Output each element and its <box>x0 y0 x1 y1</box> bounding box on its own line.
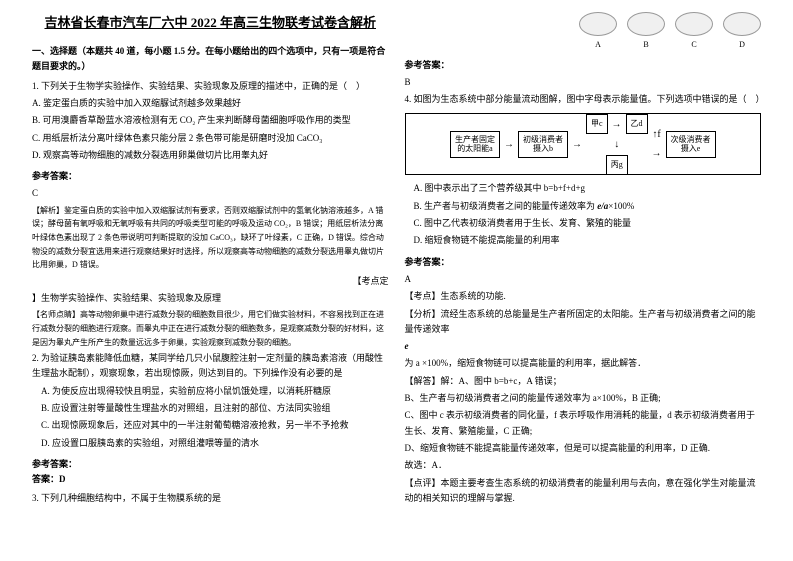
q2-opt-d: D. 应设置口服胰岛素的实验组，对照组灌喂等量的清水 <box>32 436 389 451</box>
q1-opt-b: B. 可用溴麝香草酚蓝水溶液检测有无 CO₂ 产生来判断酵母菌细胞呼吸作用的类型 <box>32 113 389 128</box>
arrow-icon: → <box>612 116 622 133</box>
q4-opt-c: C. 图中乙代表初级消费者用于生长、发育、繁殖的能量 <box>405 216 762 231</box>
q4-analysis: 【分析】流经生态系统的总能量是生产者所固定的太阳能。生产者与初级消费者之间的能量… <box>405 307 762 338</box>
right-column: A B C D 参考答案： B 4. 如图为生态系统中部分能量流动图解，图中字母… <box>397 12 770 549</box>
q4-answer: A <box>405 272 762 287</box>
q4-solve-a: 【解答】解：A、图中 b=b+c，A 错误； <box>405 374 762 389</box>
mid-stack: 甲c → 乙d ↓ 丙g <box>586 114 648 174</box>
q4-solve-b: B、生产者与初级消费者之间的能量传递效率为 a×100%，B 正确; <box>405 391 762 406</box>
img-label-b: B <box>643 40 648 49</box>
q1-answer: C <box>32 186 389 201</box>
cell-image-d <box>723 12 761 36</box>
q1-teacher: 【名师点睛】高等动物卵巢中进行减数分裂的细胞数目很少，用它们做实验材料，不容易找… <box>32 308 389 349</box>
mid-row: 甲c → 乙d <box>586 114 648 134</box>
producer-node: 生产者固定 的太阳能a <box>450 131 500 158</box>
img-label-a: A <box>595 40 601 49</box>
q3-img-a: A <box>579 12 617 52</box>
q1-point-head: 【考点定 <box>32 274 389 289</box>
q1-stem: 1. 下列关于生物学实验操作、实验结果、实验现象及原理的描述中，正确的是（ ） <box>32 79 389 94</box>
q1-point: 】生物学实验操作、实验结果、实验现象及原理 <box>32 291 389 306</box>
img-label-d: D <box>739 40 745 49</box>
q4-opt-b: B. 生产者与初级消费者之间的能量传递效率为 e/a×100% <box>405 199 762 214</box>
q4-solve-c: C、图中 c 表示初级消费者的同化量，f 表示呼吸作用消耗的能量，d 表示初级消… <box>405 408 762 439</box>
primary-consumer-node: 初级消费者 摄入b <box>518 131 568 158</box>
arrow-icon: → <box>504 136 514 153</box>
q3-img-d: D <box>723 12 761 52</box>
exam-title: 吉林省长春市汽车厂六中 2022 年高三生物联考试卷含解析 <box>32 12 389 34</box>
q4-opt-d: D. 缩短食物链不能提高能量的利用率 <box>405 233 762 248</box>
label-f: f <box>657 129 660 140</box>
q2-answer: 答案：D <box>32 472 389 487</box>
arrow-icon: → <box>652 145 662 162</box>
q4-analysis-frac: e <box>405 339 762 354</box>
diagram-row: 生产者固定 的太阳能a → 初级消费者 摄入b → 甲c → 乙d ↓ 丙g ↑… <box>450 114 716 174</box>
secondary-consumer-node: 次级消费者 摄入e <box>666 131 716 158</box>
q1-opt-c: C. 用纸层析法分离叶绿体色素只能分层 2 条色带可能是研磨时没加 CaCO₃ <box>32 131 389 146</box>
q2-stem: 2. 为验证胰岛素能降低血糖，某同学给几只小鼠腹腔注射一定剂量的胰岛素溶液（用酸… <box>32 351 389 382</box>
img-label-c: C <box>691 40 696 49</box>
q3-answer-head: 参考答案： <box>405 58 762 73</box>
q3-stem: 3. 下列几种细胞结构中，不属于生物膜系统的是 <box>32 491 389 506</box>
q4-select: 故选：A． <box>405 458 762 473</box>
q1-answer-head: 参考答案： <box>32 169 389 184</box>
cell-image-a <box>579 12 617 36</box>
q3-img-b: B <box>627 12 665 52</box>
q4b-post: ×100% <box>608 201 634 211</box>
q2-opt-c: C. 出现惊厥现象后，还应对其中的一半注射葡萄糖溶液抢救，另一半不予抢救 <box>32 418 389 433</box>
box-g: 丙g <box>606 155 628 175</box>
q2-opt-a: A. 为使反应出现得较快且明显，实验前应将小鼠饥饿处理，以消耗肝糖原 <box>32 384 389 399</box>
q2-answer-head: 参考答案： <box>32 457 389 472</box>
q3-images: A B C D <box>405 12 762 52</box>
q4-opt-a: A. 图中表示出了三个营养级其中 b=b+f+d+g <box>405 181 762 196</box>
section-1-head: 一、选择题（本题共 40 道，每小题 1.5 分。在每小题给出的四个选项中，只有… <box>32 44 389 75</box>
q3-img-c: C <box>675 12 713 52</box>
right-stack: ↑f → <box>652 126 662 162</box>
box-d: 乙d <box>626 114 648 134</box>
q4-solve-d: D、缩短食物链不能提高能量传递效率，但是可以提高能量的利用率，D 正确. <box>405 441 762 456</box>
q2-opt-b: B. 应设置注射等量酸性生理盐水的对照组，且注射的部位、方法同实验组 <box>32 401 389 416</box>
energy-flow-diagram: 生产者固定 的太阳能a → 初级消费者 摄入b → 甲c → 乙d ↓ 丙g ↑… <box>405 113 762 175</box>
q4-answer-head: 参考答案： <box>405 255 762 270</box>
arrow-down-icon: ↓ <box>614 136 619 153</box>
q4-review: 【点评】本题主要考查生态系统的初级消费者的能量利用与去向，意在强化学生对能量流动… <box>405 476 762 507</box>
q1-opt-a: A. 鉴定蛋白质的实验中加入双缩脲试剂越多效果越好 <box>32 96 389 111</box>
q4-stem: 4. 如图为生态系统中部分能量流动图解，图中字母表示能量值。下列选项中错误的是（… <box>405 92 762 107</box>
left-column: 吉林省长春市汽车厂六中 2022 年高三生物联考试卷含解析 一、选择题（本题共 … <box>24 12 397 549</box>
q3-answer: B <box>405 75 762 90</box>
q1-opt-d: D. 观察高等动物细胞的减数分裂选用卵巢做切片比用睾丸好 <box>32 148 389 163</box>
q4b-pre: B. 生产者与初级消费者之间的能量传递效率为 <box>414 201 598 211</box>
cell-image-c <box>675 12 713 36</box>
q1-explanation: 【解析】鉴定蛋白质的实验中加入双缩脲试剂有要求，否则双缩脲试剂中的氢氧化钠溶液越… <box>32 204 389 272</box>
q4-point: 【考点】生态系统的功能. <box>405 289 762 304</box>
q1-point-label: 【考点定 <box>352 276 388 286</box>
box-c: 甲c <box>586 114 608 134</box>
q4-anal-frac: e <box>405 341 409 351</box>
cell-image-b <box>627 12 665 36</box>
q4-analysis-post: 为 a ×100%，缩短食物链可以提高能量的利用率，据此解答． <box>405 356 762 371</box>
arrow-icon: → <box>572 136 582 153</box>
q4b-frac: e/a <box>597 201 608 211</box>
arrow-up-icon: ↑f <box>652 126 660 143</box>
